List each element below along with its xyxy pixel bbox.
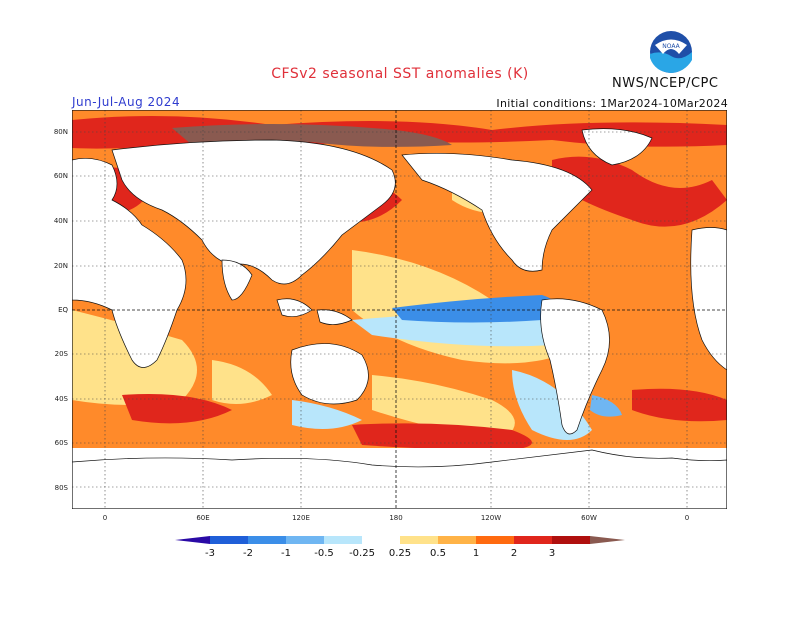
equator-dateline bbox=[72, 110, 727, 509]
colorbar-segment bbox=[175, 536, 210, 544]
colorbar-tick-label: -0.25 bbox=[349, 548, 375, 559]
initial-conditions-label: Initial conditions: 1Mar2024-10Mar2024 bbox=[496, 97, 728, 110]
lon-label: 180 bbox=[389, 514, 403, 522]
colorbar-segment bbox=[552, 536, 590, 544]
sst-anomaly-map bbox=[72, 110, 727, 509]
graticule bbox=[72, 110, 727, 509]
colorbar-tick-label: -3 bbox=[205, 548, 215, 559]
colorbar-tick-label: -2 bbox=[243, 548, 253, 559]
lat-label: 60S bbox=[54, 439, 68, 447]
lon-label: 120W bbox=[480, 514, 502, 522]
lat-label: 60N bbox=[53, 172, 68, 180]
colorbar-segment bbox=[476, 536, 514, 544]
colorbar-tick-label: 1 bbox=[472, 548, 480, 559]
colorbar-segment bbox=[438, 536, 476, 544]
colorbar-segment bbox=[514, 536, 552, 544]
lon-label: 0 bbox=[684, 514, 690, 522]
colorbar-segment bbox=[286, 536, 324, 544]
lat-label: 80N bbox=[53, 128, 68, 136]
colorbar-segment bbox=[210, 536, 248, 544]
lon-label: 0 bbox=[102, 514, 108, 522]
colorbar bbox=[175, 536, 625, 544]
colorbar-tick-label: 3 bbox=[548, 548, 556, 559]
lat-label: EQ bbox=[58, 306, 68, 314]
colorbar-segment bbox=[590, 536, 625, 544]
map-title: CFSv2 seasonal SST anomalies (K) bbox=[271, 66, 529, 82]
colorbar-tick-label: -1 bbox=[281, 548, 291, 559]
lon-label: 60W bbox=[581, 514, 597, 522]
lon-label: 60E bbox=[196, 514, 210, 522]
lat-label: 40N bbox=[53, 217, 68, 225]
colorbar-tick-label: 0.25 bbox=[388, 548, 412, 559]
colorbar-segment bbox=[324, 536, 362, 544]
lat-label: 40S bbox=[54, 395, 68, 403]
colorbar-segment bbox=[400, 536, 438, 544]
colorbar-tick-label: -0.5 bbox=[314, 548, 334, 559]
noaa-logo: NOAA bbox=[650, 31, 692, 73]
colorbar-segment bbox=[362, 536, 400, 544]
lat-label: 80S bbox=[54, 484, 68, 492]
colorbar-tick-label: 2 bbox=[510, 548, 518, 559]
agency-label: NWS/NCEP/CPC bbox=[612, 76, 719, 91]
lat-label: 20S bbox=[54, 350, 68, 358]
lon-label: 120E bbox=[292, 514, 310, 522]
colorbar-segment bbox=[248, 536, 286, 544]
colorbar-tick-label: 0.5 bbox=[430, 548, 446, 559]
lat-label: 20N bbox=[53, 262, 68, 270]
equatorial-cold-tongue bbox=[392, 295, 557, 323]
svg-text:NOAA: NOAA bbox=[662, 43, 680, 50]
season-label: Jun-Jul-Aug 2024 bbox=[72, 95, 181, 109]
